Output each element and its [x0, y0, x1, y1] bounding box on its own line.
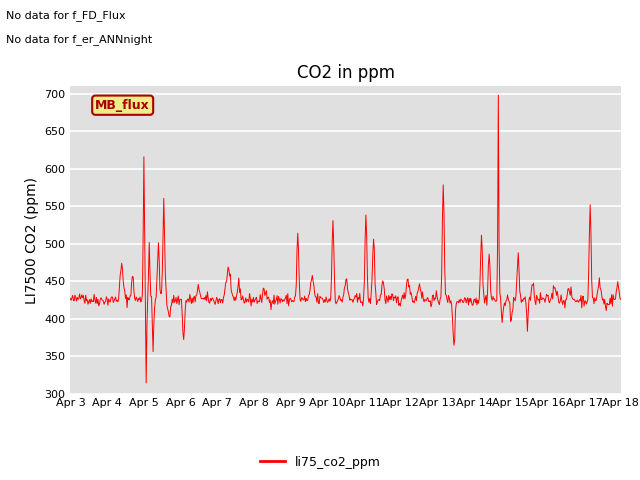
Text: No data for f_FD_Flux: No data for f_FD_Flux	[6, 10, 126, 21]
Text: No data for f_er_ANNnight: No data for f_er_ANNnight	[6, 34, 153, 45]
Y-axis label: LI7500 CO2 (ppm): LI7500 CO2 (ppm)	[25, 177, 39, 303]
Text: MB_flux: MB_flux	[95, 99, 150, 112]
Legend: li75_co2_ppm: li75_co2_ppm	[255, 451, 385, 474]
Title: CO2 in ppm: CO2 in ppm	[296, 64, 395, 82]
